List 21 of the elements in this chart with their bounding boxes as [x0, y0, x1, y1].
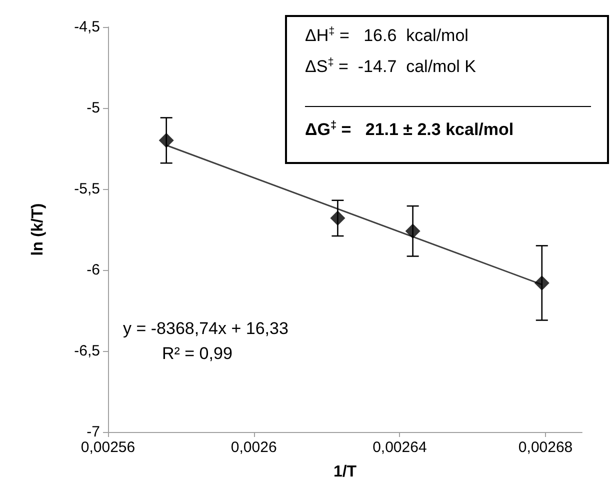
point: [158, 132, 174, 148]
y-tick-label: -5,5: [74, 180, 100, 198]
x-tick-label: 0,00256: [80, 439, 136, 456]
annotation: R² = 0,99: [162, 344, 232, 363]
y-tick-label: -5: [86, 100, 100, 116]
x-axis-title: 1/T: [333, 464, 357, 480]
point: [330, 210, 346, 226]
y-tick-label: -4,5: [74, 18, 100, 36]
x-tick-label: 0,0026: [230, 439, 277, 456]
annotation: y = -8368,74x + 16,33: [123, 319, 288, 338]
x-tick-label: 0,00268: [518, 439, 573, 456]
y-tick-label: -7: [86, 424, 100, 440]
y-tick-label: -6: [86, 262, 100, 278]
y-axis-title: ln (k/T): [30, 203, 46, 256]
point: [534, 275, 550, 290]
annotation: ΔH‡ = 16.6 kcal/mol: [305, 26, 468, 45]
y-tick-label: -6,5: [74, 342, 100, 360]
x-tick-label: 0,00264: [372, 439, 427, 456]
annotation: ΔS‡ = -14.7 cal/mol K: [305, 56, 477, 76]
point: [405, 224, 420, 239]
annotation: ΔG‡ = 21.1 ± 2.3 kcal/mol: [305, 120, 514, 139]
